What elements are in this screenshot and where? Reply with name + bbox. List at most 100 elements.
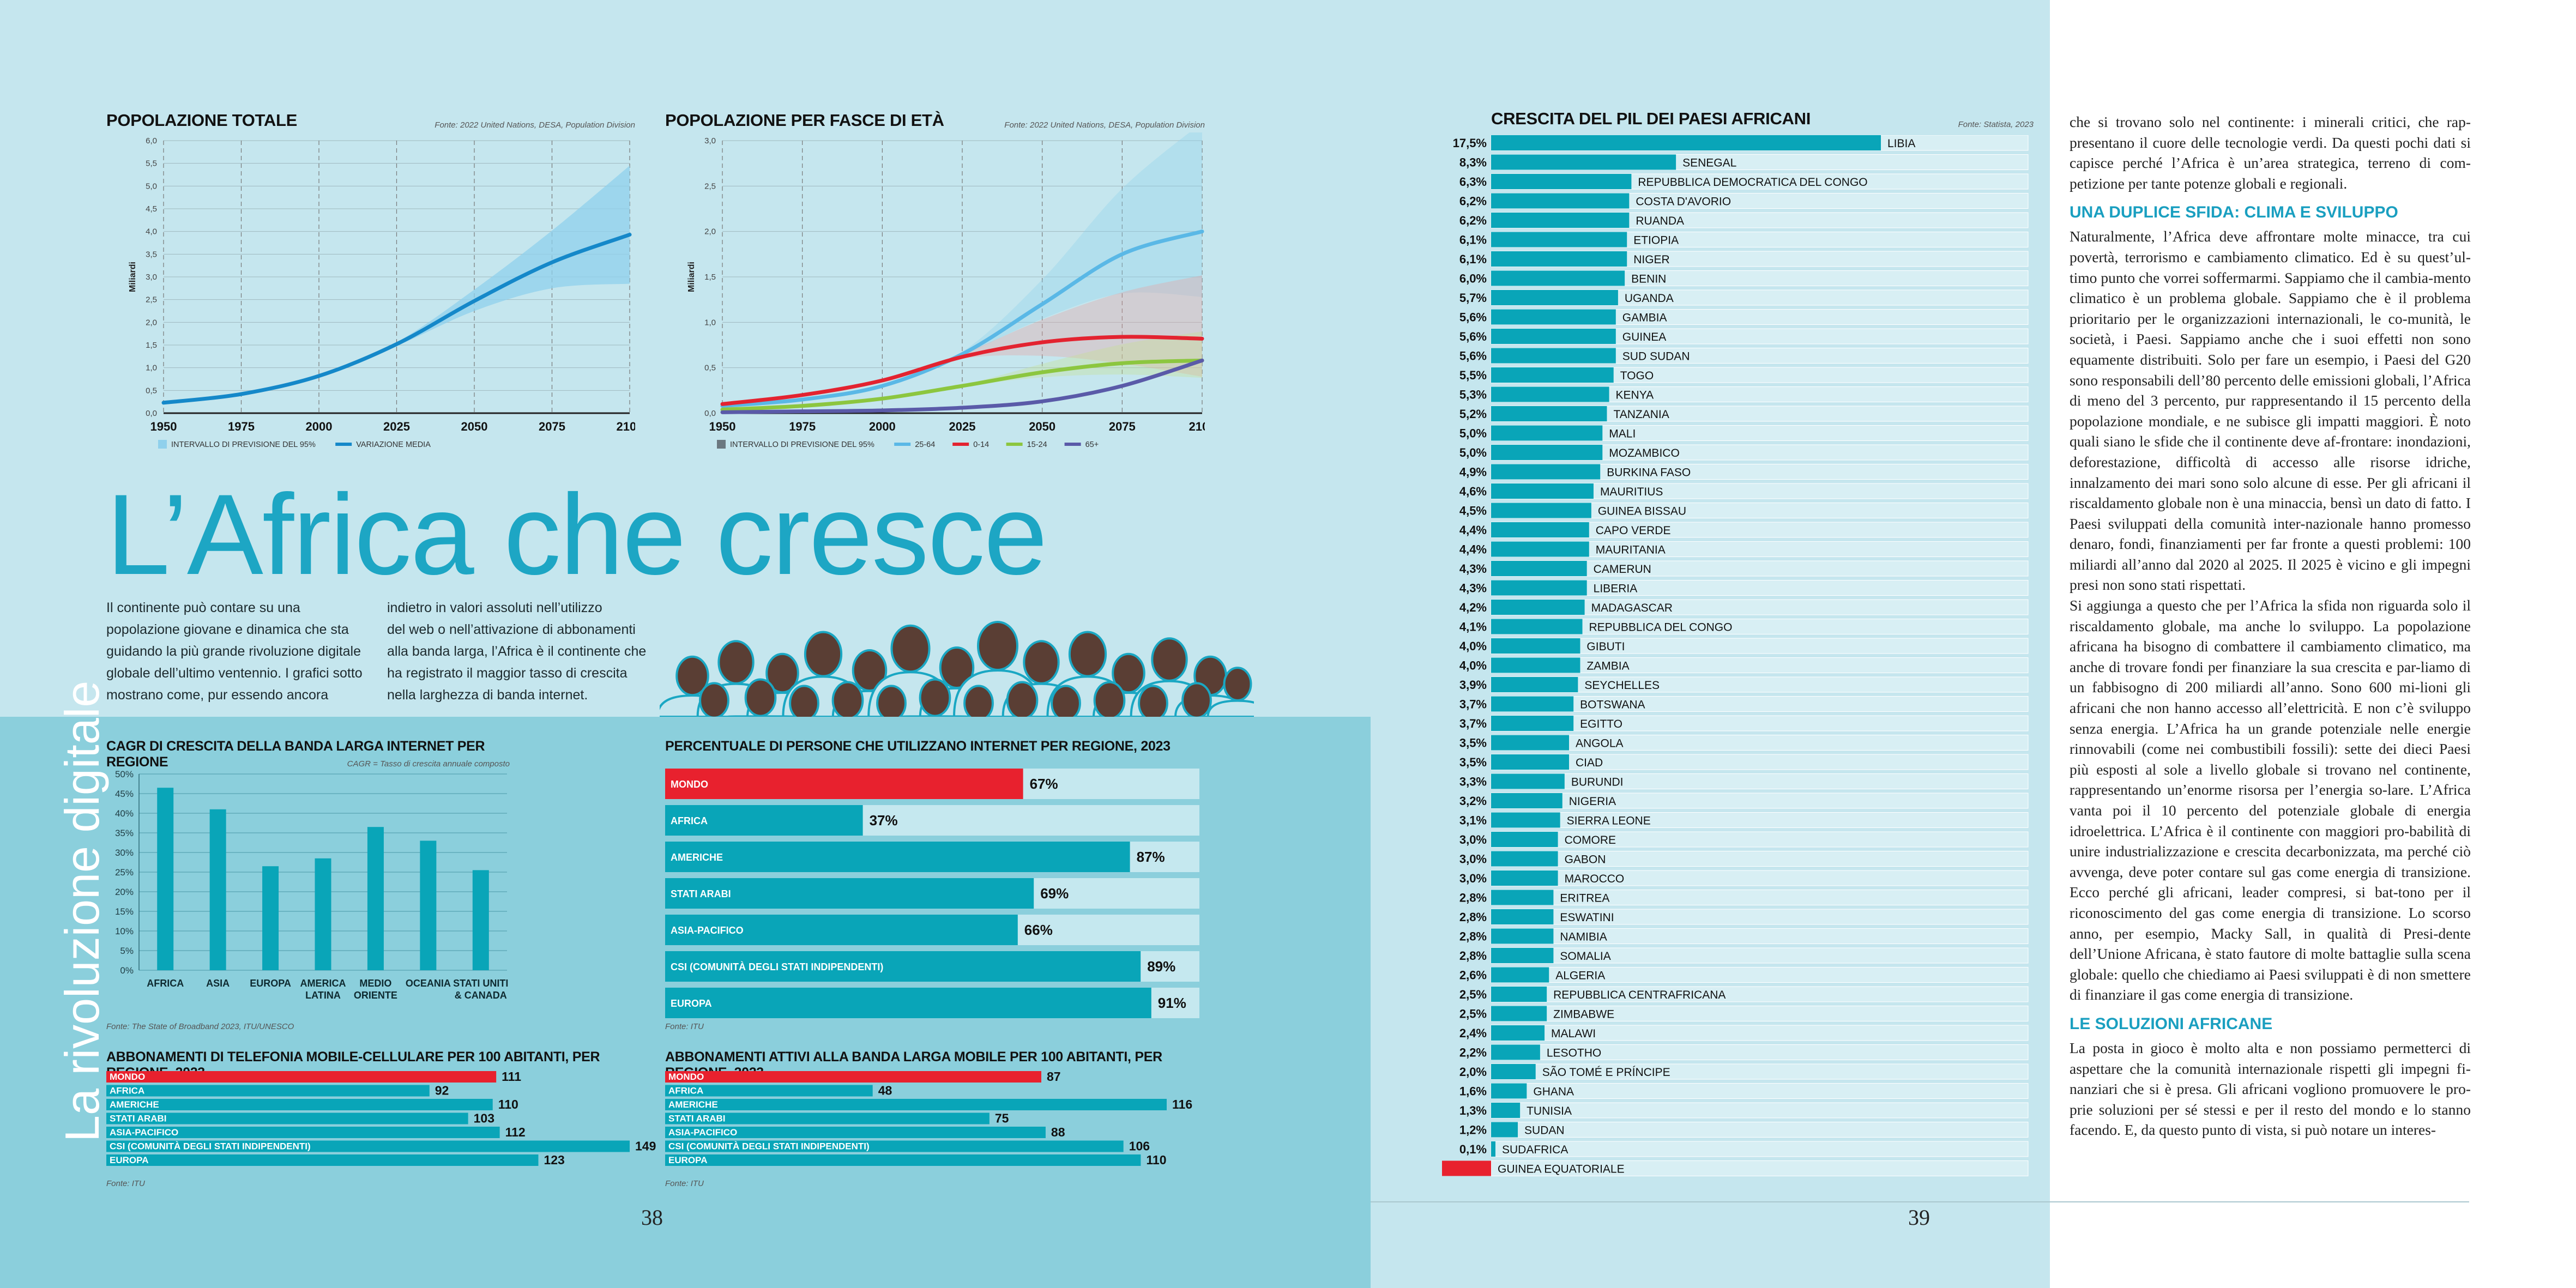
bar — [1491, 154, 1676, 170]
x-tick-label: 2075 — [1109, 420, 1136, 433]
person-head — [876, 685, 907, 717]
bar-category-label: AMERICHE — [110, 1099, 159, 1110]
bar-country-label: NIGER — [1633, 253, 1670, 266]
bar-country-label: BOTSWANA — [1580, 699, 1645, 711]
population-total-plot: 0,0 0,5 1,0 1,5 2,0 2,5 3,0 3,5 4,0 4,5 5,0 5,5 6,0 1… — [128, 136, 635, 449]
bar-value-label: 4,0% — [1459, 659, 1487, 673]
bar-country-label: SEYCHELLES — [1584, 679, 1660, 692]
bar-country-label: MAURITANIA — [1596, 544, 1666, 557]
bar-track — [1491, 773, 2029, 789]
bar — [1491, 251, 1627, 267]
y-tick-label: 50% — [115, 769, 134, 779]
person-head — [963, 685, 994, 717]
bar-value-label: 149 — [635, 1139, 656, 1153]
legend-swatch — [952, 443, 969, 446]
bar-value-label: 3,9% — [1459, 678, 1487, 692]
bar-country-label: TOGO — [1620, 370, 1654, 382]
bar-country-label: SENEGAL — [1682, 157, 1736, 170]
bar-country-label: BURUNDI — [1571, 776, 1624, 789]
bar — [1491, 948, 1554, 963]
bar-country-label: REPUBBLICA DEL CONGO — [1589, 621, 1733, 634]
bar-value-label: 66% — [1024, 922, 1053, 938]
x-tick-label: 2025 — [949, 420, 976, 433]
bar — [665, 1071, 1041, 1083]
bar — [1491, 425, 1603, 441]
chart-abbonamenti-mobile: ABBONAMENTI DI TELEFONIA MOBILE-CELLULAR… — [106, 1049, 657, 1191]
bar-value-label: 75 — [995, 1111, 1009, 1126]
x-tick-label: AFRICA — [147, 978, 184, 989]
bar-category-label: AFRICA — [110, 1086, 144, 1096]
bar-value-label: 5,5% — [1459, 368, 1487, 382]
bar — [1491, 696, 1574, 712]
bar-value-label: 6,1% — [1459, 233, 1487, 247]
bar-country-label: MOZAMBICO — [1609, 447, 1680, 459]
bar-country-label: SUD SUDAN — [1622, 350, 1690, 363]
bar — [1491, 386, 1609, 402]
bar-track — [1491, 715, 2029, 731]
bar — [1491, 677, 1578, 692]
mobile-broadband-plot: MONDO 87 AFRICA 48 AMERICHE 116 STATI ARABI 75 A… — [665, 1071, 1192, 1167]
chart-source: Fonte: 2022 United Nations, DESA, Popula… — [435, 120, 635, 130]
prediction-band — [722, 275, 1202, 404]
bar — [665, 1099, 1167, 1110]
bar — [1491, 754, 1569, 770]
x-tick-label: 2075 — [539, 420, 565, 433]
chart-popolazione-fasce: POPOLAZIONE PER FASCE DI ETÀ Fonte: 2022… — [665, 111, 1205, 481]
bar — [1491, 367, 1614, 383]
bar-country-label: KENYA — [1616, 389, 1654, 402]
bar — [1491, 1122, 1518, 1138]
bar-value-label: 4,0% — [1459, 639, 1487, 653]
legend-label: 0-14 — [973, 440, 989, 449]
person-head — [831, 681, 864, 717]
y-tick-label: 5,5 — [146, 159, 157, 168]
person-head — [852, 649, 888, 692]
bar-value-label: 1,2% — [1459, 1123, 1487, 1137]
bar-category-label: CSI (COMUNITÀ DEGLI STATI INDIPENDENTI) — [110, 1141, 311, 1152]
bar — [472, 870, 489, 970]
person-head — [717, 640, 755, 685]
y-tick-label: 35% — [115, 828, 134, 838]
bar — [1491, 329, 1616, 344]
chart-source: Fonte: 2022 United Nations, DESA, Popula… — [1004, 120, 1205, 130]
bar — [665, 1154, 1141, 1166]
bar-country-label: BENIN — [1631, 273, 1666, 286]
x-tick-label: 1975 — [789, 420, 816, 433]
bar — [1491, 793, 1563, 808]
bar — [665, 842, 1130, 872]
y-tick-label: 4,0 — [146, 227, 157, 237]
chart-abbonamenti-banda-mobile: ABBONAMENTI ATTIVI ALLA BANDA LARGA MOBI… — [665, 1049, 1210, 1191]
person-head — [1093, 681, 1126, 717]
bar — [1491, 832, 1558, 847]
person-head — [890, 624, 931, 673]
y-tick-label: 0,0 — [704, 409, 716, 418]
bar-value-label: 111 — [502, 1071, 521, 1084]
bar — [1491, 1025, 1545, 1041]
bar-country-label: MALAWI — [1551, 1027, 1596, 1040]
bar — [1491, 619, 1583, 634]
bar-track — [1491, 967, 2029, 983]
bar-value-label: 2,5% — [1459, 988, 1487, 1001]
y-tick-label: 2,0 — [704, 227, 716, 237]
bar — [106, 1071, 497, 1083]
bar-value-label: 2,5% — [1459, 1007, 1487, 1021]
bar — [1491, 406, 1607, 421]
y-tick-label: 1,5 — [146, 341, 157, 350]
legend-swatch — [335, 443, 352, 446]
bar-value-label: 91% — [1158, 995, 1186, 1011]
bar-country-label: UGANDA — [1625, 292, 1674, 305]
bar-country-label: TANZANIA — [1613, 408, 1669, 421]
bar-category-label: AMERICHE — [668, 1099, 718, 1110]
bar-value-label: 2,4% — [1459, 1026, 1487, 1040]
bar-track — [1491, 735, 2029, 751]
bar-value-label: 3,0% — [1459, 872, 1487, 885]
bar-category-label: MONDO — [671, 779, 708, 790]
intro-column-1: Il continente può contare su una popolaz… — [106, 600, 363, 703]
bar-country-label: GHANA — [1533, 1086, 1574, 1098]
bar-track — [1491, 793, 2029, 809]
section-vertical-title: La rivoluzione digitale — [55, 680, 109, 1142]
y-tick-label: 3,5 — [146, 250, 157, 259]
bar-value-label: 6,3% — [1459, 175, 1487, 189]
bar-category-label: STATI ARABI — [110, 1114, 167, 1124]
person-head — [744, 678, 777, 717]
bar — [1491, 580, 1587, 596]
